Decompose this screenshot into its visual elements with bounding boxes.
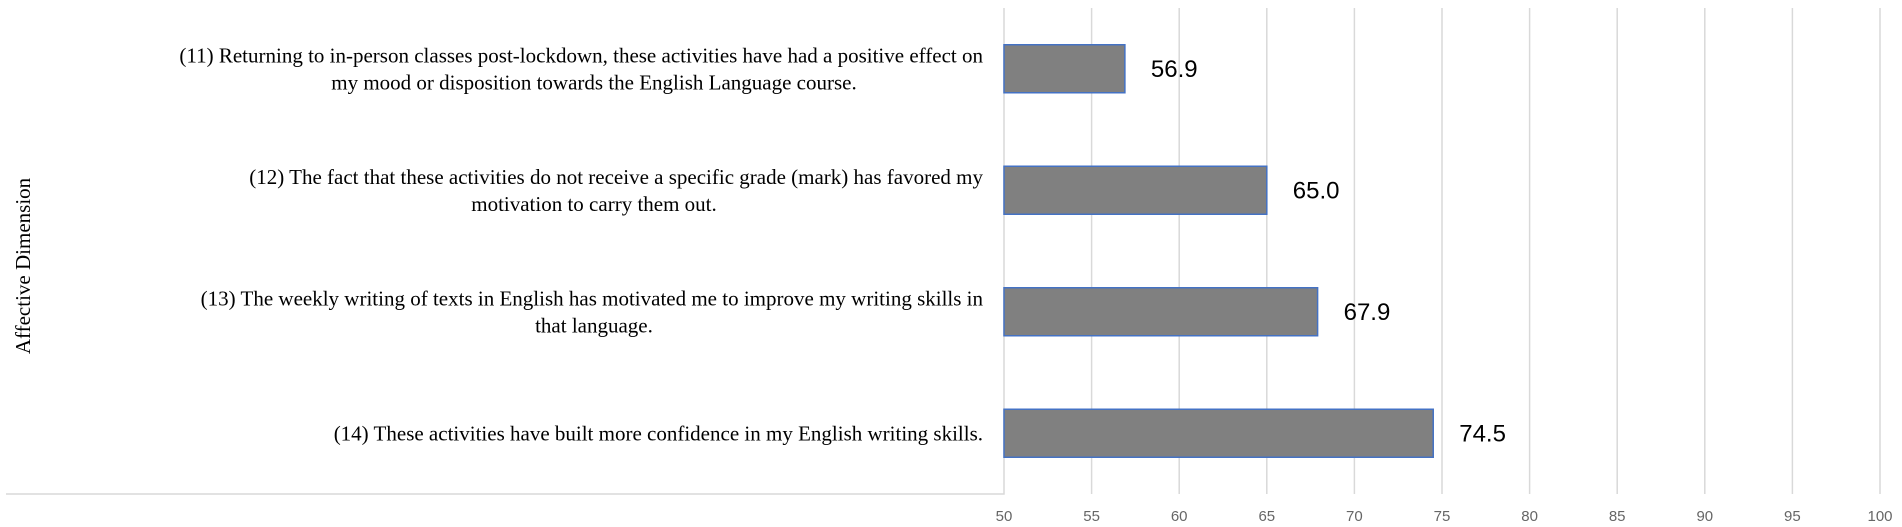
x-tick-label: 90 [1696,508,1713,525]
category-label: motivation to carry them out. [471,192,717,216]
category-labels: (11) Returning to in-person classes post… [179,43,983,445]
bar [1003,165,1268,215]
category-label: my mood or disposition towards the Engli… [331,70,857,94]
category-label: (12) The fact that these activities do n… [249,165,983,189]
data-label: 56.9 [1151,56,1198,83]
data-label: 65.0 [1293,177,1340,204]
x-tick-label: 65 [1258,508,1275,525]
data-label: 74.5 [1459,420,1506,447]
bar [1003,287,1319,337]
data-labels: 56.9 65.0 67.9 74.5 [1151,56,1506,448]
x-tick-label: 75 [1434,508,1451,525]
data-label: 67.9 [1344,299,1391,326]
x-tick-label: 70 [1346,508,1363,525]
x-tick-label: 60 [1171,508,1188,525]
category-label: (13) The weekly writing of texts in Engl… [201,286,984,310]
x-tick-label: 80 [1521,508,1538,525]
category-label: (11) Returning to in-person classes post… [179,43,983,67]
x-tick-label: 85 [1609,508,1626,525]
gridlines [1090,8,1881,494]
bars [1003,44,1434,458]
x-tick-label: 100 [1867,508,1892,525]
x-tick-label: 95 [1784,508,1801,525]
category-label: (14) These activities have built more co… [334,421,983,445]
category-label: that language. [535,313,653,337]
y-axis-label: Affective Dimension [11,177,35,354]
x-tick-label: 55 [1083,508,1100,525]
bar [1003,44,1126,94]
x-tick-label: 50 [996,508,1013,525]
bar [1003,408,1434,458]
x-tick-labels: 50 55 60 65 70 75 80 85 90 95 100 [996,508,1893,525]
